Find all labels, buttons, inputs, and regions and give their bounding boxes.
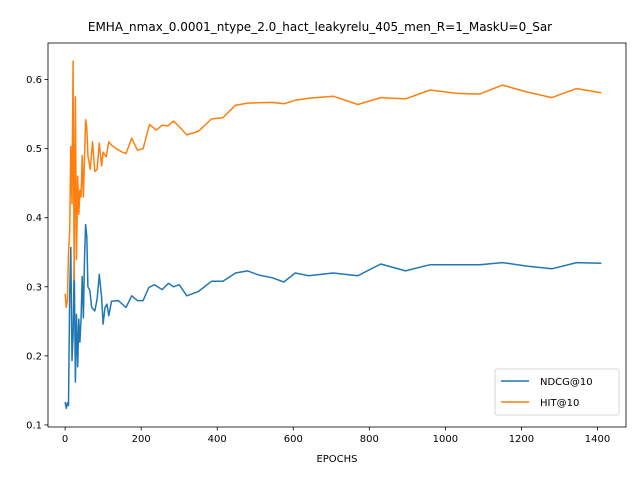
plot-area <box>64 60 602 410</box>
legend-label-hit: HIT@10 <box>540 398 579 409</box>
legend: NDCG@10 HIT@10 <box>494 368 620 416</box>
y-tick-label: 0.4 <box>26 213 42 224</box>
x-axis: 0 200 400 600 800 1000 1200 1400 <box>62 427 610 445</box>
series-line-ndcg-10 <box>64 223 602 410</box>
chart-title: EMHA_nmax_0.0001_ntype_2.0_hact_leakyrel… <box>88 20 552 34</box>
x-tick-label: 1400 <box>585 434 610 445</box>
x-tick-label: 1000 <box>433 434 458 445</box>
y-tick-label: 0.5 <box>26 144 42 155</box>
x-tick-label: 1200 <box>509 434 534 445</box>
y-axis: 0.1 0.2 0.3 0.4 0.5 0.6 <box>26 75 48 431</box>
x-tick-label: 0 <box>62 434 68 445</box>
x-tick-label: 200 <box>132 434 151 445</box>
y-tick-label: 0.2 <box>26 351 42 362</box>
y-tick-label: 0.3 <box>26 282 42 293</box>
y-tick-label: 0.1 <box>26 420 42 431</box>
x-axis-title: EPOCHS <box>316 454 357 465</box>
y-tick-label: 0.6 <box>26 75 42 86</box>
x-tick-label: 400 <box>208 434 227 445</box>
series-line-hit-10 <box>64 60 602 309</box>
plot-frame <box>47 42 627 428</box>
x-tick-label: 800 <box>360 434 379 445</box>
legend-label-ndcg: NDCG@10 <box>540 377 593 388</box>
x-tick-label: 600 <box>284 434 303 445</box>
